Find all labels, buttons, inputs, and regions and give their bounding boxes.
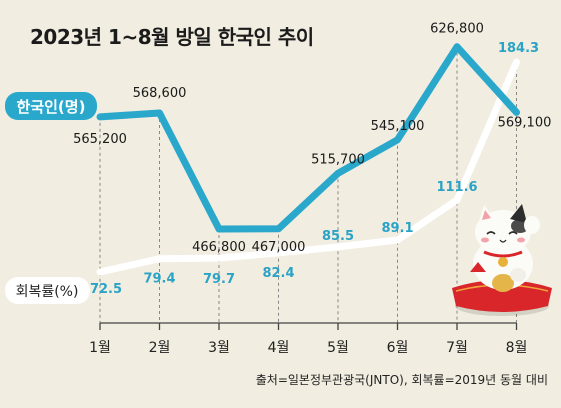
x-axis-month-label: 7월 [446, 340, 468, 356]
legend-recovery: 회복률(%) [5, 277, 90, 304]
recovery-rate-data-label: 111.6 [436, 180, 477, 195]
lucky-cat-illustration [452, 204, 552, 316]
chart-title: 2023년 1~8월 방일 한국인 추이 [30, 25, 314, 49]
visitors-data-label: 515,700 [311, 152, 365, 167]
recovery-rate-data-label: 72.5 [90, 282, 122, 297]
x-axis-month-label: 5월 [327, 340, 349, 356]
x-axis-month-label: 1월 [89, 340, 111, 356]
x-axis-month-labels: 1월 2월 3월 4월 5월 6월 7월 8월 [89, 340, 527, 356]
legend-recovery-badge [5, 277, 90, 304]
visitors-data-label: 545,100 [371, 119, 425, 134]
recovery-rate-data-label: 82.4 [262, 266, 294, 281]
recovery-rate-data-label: 79.7 [203, 272, 235, 287]
recovery-rate-data-label: 85.5 [322, 229, 354, 244]
legend-visitors-badge [5, 92, 97, 120]
x-axis-month-label: 2월 [149, 340, 171, 356]
x-axis-month-label: 4월 [268, 340, 290, 356]
recovery-rate-data-label: 184.3 [498, 41, 539, 56]
visitors-data-label: 466,800 [192, 240, 246, 255]
source-note: 출처=일본정부관광국(JNTO), 회복률=2019년 동월 대비 [256, 373, 548, 387]
legend-recovery-label: 회복률(%) [16, 284, 79, 300]
visitors-data-label: 569,100 [498, 115, 552, 130]
recovery-rate-data-labels: 72.5 79.4 79.7 82.4 85.5 89.1 111.6 184.3 [90, 41, 539, 297]
visitors-data-label: 626,800 [430, 22, 484, 37]
legend-visitors-label: 한국인(명) [17, 98, 86, 116]
x-axis-month-label: 6월 [387, 340, 409, 356]
x-axis-month-label: 3월 [208, 340, 230, 356]
recovery-rate-line [96, 58, 520, 276]
recovery-rate-data-label: 89.1 [381, 221, 413, 236]
visitors-data-label: 467,000 [252, 240, 306, 255]
visitors-line [96, 43, 520, 233]
x-axis-month-label: 8월 [506, 340, 528, 356]
visitors-data-label: 565,200 [73, 132, 127, 147]
legend-visitors: 한국인(명) [5, 92, 97, 120]
x-axis-ticks [99, 323, 518, 330]
recovery-rate-data-label: 79.4 [143, 272, 175, 287]
visitors-data-labels: 565,200 568,600 466,800 467,000 515,700 545,1… [73, 22, 551, 255]
visitors-data-label: 568,600 [133, 86, 187, 101]
